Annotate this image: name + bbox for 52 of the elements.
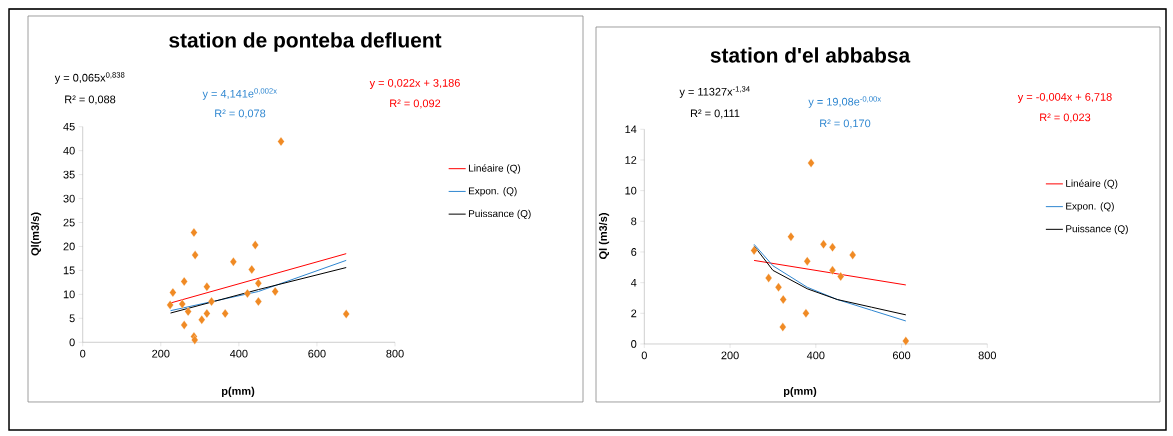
x-tick-label: 600 [892,351,911,360]
text: R² = 0,088 [65,95,116,105]
y-tick-label: 6 [631,248,637,256]
x-tick-label: 800 [386,349,404,358]
text: y = 4,141e$^{0,002x}$ [202,88,277,100]
y-tick-label: 0 [631,340,637,348]
x-tick-label: 0 [641,351,647,360]
x-axis-title: p(mm) [221,386,255,398]
legend-label: Linéaire (Q) [468,164,521,174]
x-tick-label: 0 [80,349,86,358]
y-tick-label: 15 [63,266,75,275]
legend-label: Expon. (Q) [1066,202,1114,212]
y-tick-label: 12 [625,156,637,164]
x-tick-label: 200 [152,349,170,358]
x-axis-title: p(mm) [783,386,817,398]
text: R² = 0,170 [820,119,871,129]
text: R² = 0,092 [390,99,441,109]
y-tick-label: 14 [625,125,637,134]
text: R² = 0,111 [690,109,740,119]
legend-label: Linéaire (Q) [1066,179,1118,189]
x-tick-label: 200 [721,351,739,360]
y-tick-label: 25 [63,218,75,227]
y-axis-title: Ql (m3/s) [598,213,610,259]
legend-label: Puissance (Q) [468,209,531,220]
x-tick-label: 600 [308,349,326,358]
text: y = -0,004x + 6,718 [1017,93,1112,103]
y-tick-label: 35 [63,170,75,179]
y-tick-label: 5 [69,314,75,323]
chart-title: station de ponteba defluent [169,32,442,52]
y-tick-label: 10 [625,186,637,195]
text: y = 0,022x + 3,186 [369,79,460,89]
text: R² = 0,023 [1040,113,1091,123]
y-tick-label: 30 [63,194,75,203]
legend-label: Expon. (Q) [468,187,517,197]
x-tick-label: 800 [978,351,996,360]
legend-label: Puissance (Q) [1066,224,1128,235]
x-tick-label: 400 [806,351,825,360]
text: y = 19,08e$^{-0,00x}$ [808,96,882,108]
text: y = 0,065x$^{0,838}$ [54,72,125,84]
y-tick-label: 4 [630,278,637,287]
y-tick-label: 10 [63,290,75,299]
y-tick-label: 2 [631,309,637,318]
y-axis-title: Ql(m3/s) [30,212,42,256]
x-tick-label: 400 [229,349,248,358]
y-tick-label: 8 [631,217,637,226]
y-tick-label: 20 [63,242,75,251]
y-tick-label: 45 [63,122,75,131]
chart-title: station d'el abbabsa [710,47,911,63]
text: R² = 0,078 [215,109,266,119]
text: y = 11327x$^{-1,34}$ [679,86,750,98]
y-tick-label: 0 [69,338,75,347]
y-tick-label: 40 [63,146,75,155]
